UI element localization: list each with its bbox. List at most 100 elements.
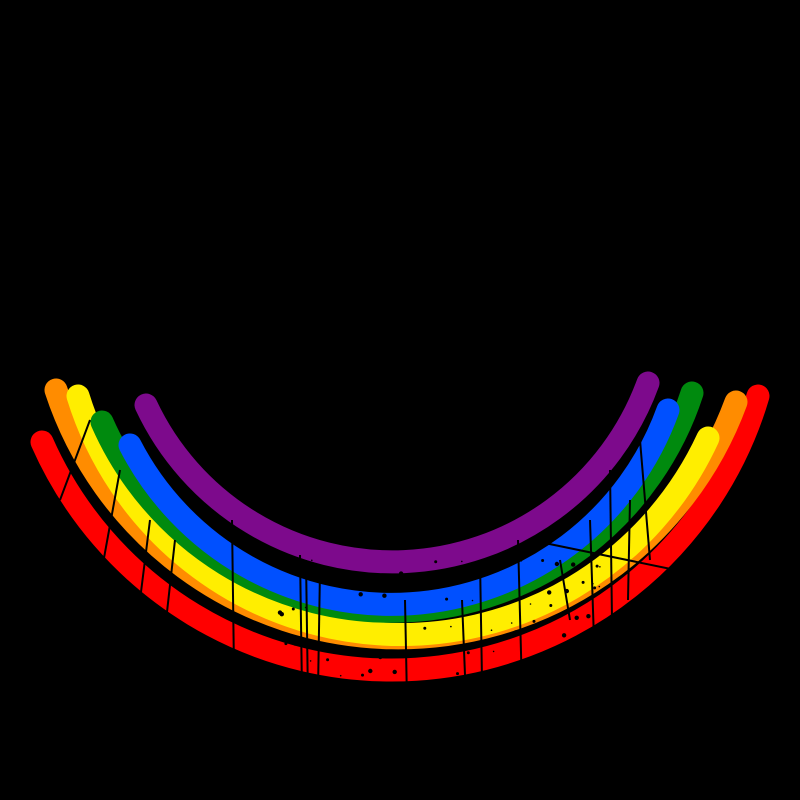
speck	[586, 614, 591, 619]
speck	[294, 644, 296, 646]
scratch	[59, 419, 91, 501]
scratch	[627, 499, 631, 601]
scratch	[479, 559, 483, 681]
speck	[592, 582, 594, 585]
speck	[564, 588, 569, 594]
rainbow-band-red	[30, 384, 770, 682]
speck	[492, 650, 495, 653]
speck	[368, 668, 373, 674]
speck	[311, 559, 313, 562]
rainbow-band-purple	[134, 371, 660, 574]
scratch	[164, 539, 176, 631]
speck	[290, 567, 292, 570]
speck	[514, 630, 517, 634]
speck	[281, 566, 285, 570]
speck	[576, 634, 582, 639]
speck	[595, 564, 599, 568]
speck	[279, 612, 284, 617]
speck	[504, 561, 508, 565]
speck	[434, 560, 438, 564]
speck	[378, 654, 383, 660]
speck	[445, 597, 449, 601]
scratch	[317, 569, 321, 691]
speck	[361, 673, 364, 677]
speck	[291, 607, 295, 611]
speck	[574, 615, 579, 620]
speck	[278, 557, 283, 563]
speck	[547, 590, 552, 595]
speck	[278, 676, 283, 681]
speck	[532, 619, 536, 623]
speck	[490, 629, 493, 631]
speck	[299, 676, 301, 678]
speck	[424, 572, 430, 577]
scratch	[461, 599, 467, 701]
speck	[339, 674, 342, 677]
speck	[549, 604, 553, 607]
speck	[358, 592, 363, 597]
speck	[597, 638, 601, 642]
speck	[593, 586, 597, 590]
speck	[323, 569, 326, 572]
speck	[334, 578, 338, 582]
speck	[423, 626, 427, 630]
speck	[450, 625, 452, 628]
speck	[581, 676, 587, 682]
scratch	[404, 599, 408, 701]
speck	[309, 660, 312, 662]
scratch	[299, 554, 303, 691]
speck	[287, 675, 291, 679]
speck	[304, 606, 307, 609]
speck	[523, 678, 527, 682]
speck	[557, 666, 563, 672]
speck	[326, 658, 330, 662]
speck	[382, 593, 387, 598]
scratch	[305, 559, 309, 701]
speck	[568, 677, 573, 682]
speck	[586, 660, 590, 664]
speck	[456, 672, 459, 676]
speck	[501, 679, 503, 681]
scratch	[529, 539, 701, 576]
speck	[554, 561, 560, 567]
speck	[439, 679, 441, 681]
scratch	[517, 539, 523, 691]
speck	[413, 573, 419, 579]
speck	[541, 559, 545, 562]
speck	[466, 651, 470, 655]
speck	[398, 571, 404, 576]
speck	[403, 653, 408, 658]
speck	[392, 669, 397, 675]
speck	[331, 647, 334, 650]
speck	[599, 640, 601, 643]
speck	[599, 566, 601, 568]
scratch	[639, 439, 651, 561]
distress-scratches	[59, 419, 701, 701]
speck	[284, 642, 288, 646]
scratch	[99, 469, 121, 581]
rainbow-band-blue	[118, 398, 680, 616]
speck	[598, 585, 601, 588]
speck	[581, 580, 585, 584]
speck	[594, 662, 597, 665]
speck	[388, 574, 393, 580]
speck	[482, 673, 484, 676]
speck	[561, 633, 567, 638]
rainbow-band-yellow	[66, 384, 720, 646]
speck	[296, 558, 300, 562]
speck	[590, 665, 593, 669]
scratch	[589, 519, 595, 641]
scratch	[139, 519, 151, 601]
rainbow-bands	[30, 371, 770, 682]
speck	[342, 569, 346, 573]
scratch	[609, 469, 613, 621]
speck	[597, 665, 599, 667]
speck	[520, 560, 523, 562]
speck	[529, 603, 532, 605]
speck	[281, 676, 286, 681]
speck	[510, 622, 513, 624]
speck	[316, 580, 319, 582]
speck	[471, 599, 474, 602]
speck	[351, 648, 355, 652]
